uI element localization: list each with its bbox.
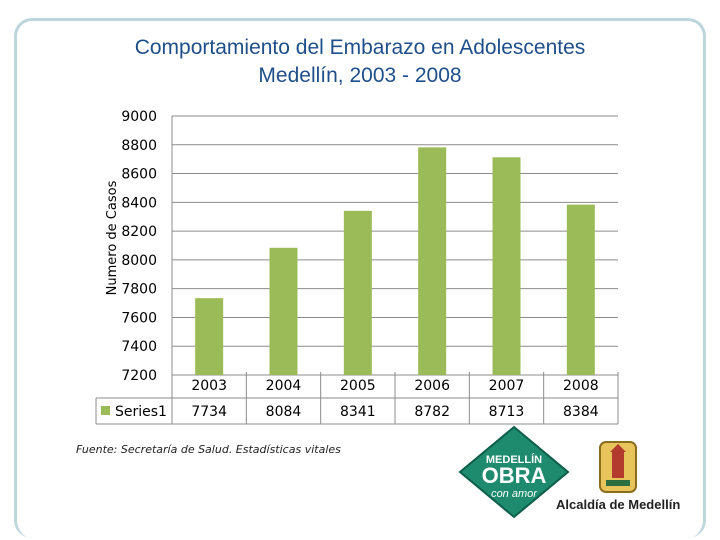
y-tick-label: 8600 bbox=[121, 167, 157, 183]
y-tick-label: 7800 bbox=[121, 282, 157, 298]
y-tick-label: 8400 bbox=[121, 195, 157, 211]
x-tick-label: 2006 bbox=[414, 378, 450, 394]
bar bbox=[566, 204, 595, 375]
x-tick-label: 2008 bbox=[563, 378, 599, 394]
x-tick-label: 2003 bbox=[191, 378, 227, 394]
y-tick-label: 9000 bbox=[121, 109, 157, 125]
y-tick-label: 8000 bbox=[121, 253, 157, 269]
bar bbox=[343, 210, 372, 375]
y-tick-label: 7400 bbox=[121, 339, 157, 355]
y-tick-label: 7600 bbox=[121, 310, 157, 326]
x-tick-label: 2007 bbox=[489, 378, 525, 394]
data-label: 8713 bbox=[489, 404, 525, 420]
data-label: 8384 bbox=[563, 404, 599, 420]
data-label: 8782 bbox=[414, 404, 450, 420]
bar bbox=[269, 247, 298, 375]
x-tick-label: 2004 bbox=[266, 378, 302, 394]
y-tick-label: 8200 bbox=[121, 224, 157, 240]
medellin-obra-logo: MEDELLÍN OBRA con amor bbox=[458, 425, 570, 519]
y-axis-title: Numero de Casos bbox=[105, 180, 120, 295]
data-label: 7734 bbox=[191, 404, 227, 420]
chart-title: Comportamiento del Embarazo en Adolescen… bbox=[40, 34, 680, 90]
title-line-1: Comportamiento del Embarazo en Adolescen… bbox=[134, 36, 586, 59]
logo-line-2: OBRA bbox=[482, 463, 547, 488]
data-label: 8341 bbox=[340, 404, 376, 420]
source-note: Fuente: Secretaría de Salud. Estadística… bbox=[76, 443, 341, 456]
data-label: 8084 bbox=[266, 404, 302, 420]
y-tick-label: 8800 bbox=[121, 138, 157, 154]
bar bbox=[492, 157, 521, 375]
legend-label: Series1 bbox=[115, 404, 167, 420]
logo-line-1: MEDELLÍN bbox=[486, 453, 542, 466]
y-tick-label: 7200 bbox=[121, 368, 157, 384]
slide-frame bbox=[14, 18, 706, 538]
x-tick-label: 2005 bbox=[340, 378, 376, 394]
alcaldia-label: Alcaldía de Medellín bbox=[556, 497, 681, 512]
title-line-2: Medellín, 2003 - 2008 bbox=[258, 64, 462, 87]
bar bbox=[418, 147, 447, 375]
alcaldia-crest-icon bbox=[599, 441, 637, 493]
logo-line-3: con amor bbox=[491, 488, 538, 500]
legend-swatch bbox=[101, 406, 110, 415]
bar bbox=[195, 298, 224, 375]
